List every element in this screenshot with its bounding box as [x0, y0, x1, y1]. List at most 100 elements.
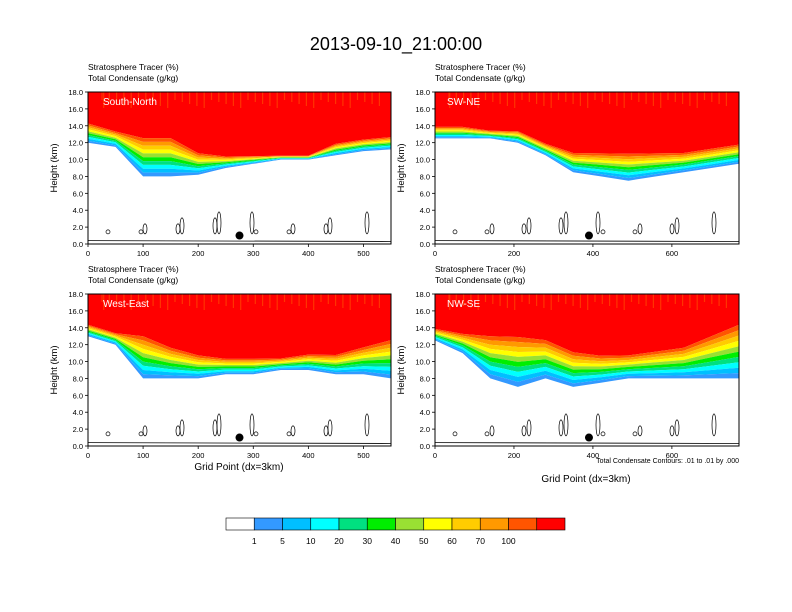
- condensate-contour: [286, 229, 292, 235]
- x-tick-label: 0: [86, 249, 90, 258]
- tracer-band: [88, 92, 391, 157]
- condensate-contour: [212, 217, 218, 235]
- plot-frame: [434, 293, 740, 447]
- colorbar-swatch: [253, 517, 283, 531]
- condensate-contour: [595, 413, 601, 437]
- y-tick-label: 12.0: [415, 341, 430, 350]
- condensate-contour: [290, 425, 296, 437]
- x-tick-label: 100: [137, 249, 150, 258]
- y-axis-label: Height (km): [49, 345, 60, 394]
- colorbar-label: 40: [391, 536, 401, 546]
- condensate-contour: [489, 425, 495, 437]
- y-tick-label: 2.0: [73, 425, 83, 434]
- x-tick-label: 0: [433, 451, 437, 460]
- condensate-contour: [364, 413, 370, 437]
- condensate-contour: [558, 217, 564, 235]
- tracer-band: [435, 335, 739, 377]
- y-tick-label: 16.0: [415, 105, 430, 114]
- panel-sw-ne: Stratosphere Tracer (%) Total Condensate…: [396, 62, 740, 258]
- colorbar-swatch: [423, 517, 453, 531]
- y-tick-label: 8.0: [420, 172, 430, 181]
- y-tick-label: 8.0: [73, 172, 83, 181]
- condensate-contour: [323, 425, 329, 437]
- tracer-band: [435, 331, 739, 364]
- y-tick-label: 12.0: [68, 139, 83, 148]
- condensate-contour: [632, 431, 638, 437]
- colorbar-label: 70: [476, 536, 486, 546]
- colorbar-swatch: [479, 517, 509, 531]
- y-tick-label: 14.0: [415, 324, 430, 333]
- y-tick-label: 10.0: [415, 156, 430, 165]
- y-tick-label: 4.0: [420, 206, 430, 215]
- condensate-contour: [674, 217, 680, 235]
- colorbar-label: 5: [280, 536, 285, 546]
- x-tick-label: 200: [508, 451, 521, 460]
- condensate-contour: [249, 413, 255, 437]
- x-tick-label: 300: [247, 249, 260, 258]
- y-tick-label: 2.0: [420, 425, 430, 434]
- x-tick-label: 0: [433, 249, 437, 258]
- condensate-contour: [253, 229, 259, 235]
- tracer-band: [88, 125, 391, 159]
- condensate-contour: [563, 413, 569, 437]
- y-tick-label: 4.0: [420, 408, 430, 417]
- condensate-contour: [290, 223, 296, 235]
- x-tick-label: 400: [587, 249, 600, 258]
- terrain-line: [87, 240, 392, 242]
- y-tick-label: 2.0: [73, 223, 83, 232]
- y-tick-label: 16.0: [68, 105, 83, 114]
- colorbar-swatch: [225, 517, 255, 531]
- figure-title: 2013-09-10_21:00:00: [310, 34, 482, 55]
- condensate-contour: [212, 419, 218, 437]
- x-axis-label: Grid Point (dx=3km): [541, 474, 630, 485]
- condensate-contour: [558, 419, 564, 437]
- tracer-band: [435, 294, 739, 356]
- condensate-contour: [138, 229, 144, 235]
- condensate-contour: [323, 223, 329, 235]
- y-tick-label: 10.0: [415, 358, 430, 367]
- condensate-contour: [674, 419, 680, 437]
- y-tick-label: 6.0: [73, 391, 83, 400]
- condensate-contour: [489, 223, 495, 235]
- panel-west-east: Stratosphere Tracer (%) Total Condensate…: [49, 264, 392, 473]
- location-marker: [235, 231, 244, 240]
- panel-label: NW-SE: [447, 299, 480, 310]
- terrain-line: [434, 240, 740, 242]
- location-marker: [584, 433, 593, 442]
- colorbar-label: 1: [252, 536, 257, 546]
- panel-subtitle-condensate: Total Condensate (g/kg): [435, 275, 525, 285]
- condensate-contour: [526, 217, 532, 235]
- y-tick-label: 12.0: [415, 139, 430, 148]
- condensate-contour: [175, 223, 181, 235]
- panel-subtitle-tracer: Stratosphere Tracer (%): [88, 62, 179, 72]
- panel-label: South-North: [103, 97, 157, 108]
- condensate-contour: [521, 425, 527, 437]
- colorbar-swatch: [310, 517, 340, 531]
- x-axis-label: Grid Point (dx=3km): [194, 462, 283, 473]
- tracer-band: [88, 328, 391, 365]
- terrain-line: [434, 442, 740, 444]
- condensate-contour: [595, 211, 601, 235]
- x-tick-label: 400: [302, 451, 315, 460]
- y-tick-label: 12.0: [68, 341, 83, 350]
- colorbar-swatch: [508, 517, 538, 531]
- y-tick-label: 14.0: [415, 122, 430, 131]
- condensate-contour: [521, 223, 527, 235]
- plot-area: 0.0 2.0 4.0 6.0 8.0 10.0 12.0 14.0 16.0 18.0 0 100 2…: [68, 88, 392, 258]
- colorbar-swatch: [282, 517, 312, 531]
- y-tick-label: 8.0: [73, 374, 83, 383]
- y-tick-label: 16.0: [415, 307, 430, 316]
- x-tick-label: 300: [247, 451, 260, 460]
- y-tick-label: 8.0: [420, 374, 430, 383]
- condensate-contour: [364, 211, 370, 235]
- colorbar-swatch: [395, 517, 425, 531]
- condensate-contour: [711, 211, 717, 235]
- condensate-contour: [452, 431, 458, 437]
- panel-subtitle-condensate: Total Condensate (g/kg): [88, 73, 178, 83]
- x-tick-label: 200: [508, 249, 521, 258]
- condensate-contour: [600, 431, 606, 437]
- y-tick-label: 18.0: [415, 290, 430, 299]
- x-tick-label: 600: [666, 451, 679, 460]
- x-tick-label: 0: [86, 451, 90, 460]
- colorbar: 1 5 10 20 30 40 50 60 70 100: [225, 517, 566, 546]
